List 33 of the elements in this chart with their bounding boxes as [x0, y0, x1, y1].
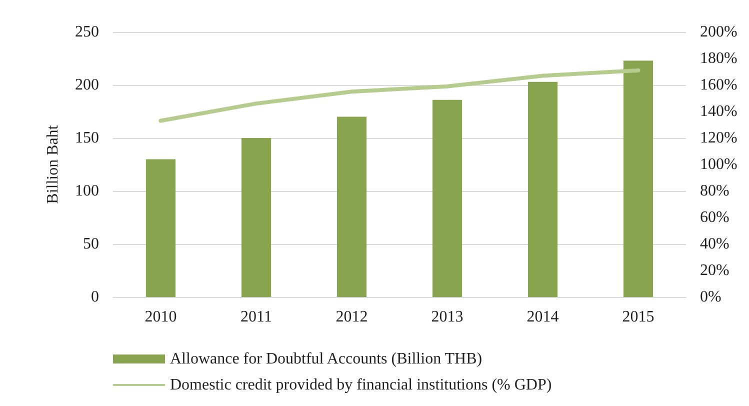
y2-tick-label: 140%: [700, 103, 738, 120]
legend-label: Allowance for Doubtful Accounts (Billion THB): [170, 350, 482, 368]
y2-tick-label: 100%: [700, 156, 738, 173]
y-tick-label: 200: [75, 76, 99, 94]
y-tick-label: 150: [75, 130, 99, 146]
bar: [528, 82, 558, 297]
bar: [146, 159, 176, 297]
bar: [336, 116, 367, 297]
y2-tick-label: 60%: [700, 209, 730, 226]
y2-tick-label: 180%: [700, 50, 738, 67]
y-axis-title: Billion Baht: [44, 124, 62, 204]
x-tick-label: 2011: [240, 308, 272, 326]
bar: [241, 138, 272, 297]
x-tick-label: 2013: [431, 308, 464, 326]
bar: [432, 100, 462, 297]
x-tick-label: 2012: [336, 308, 368, 326]
y2-tick-label: 0%: [700, 288, 722, 306]
y-tick-label: 250: [75, 24, 99, 40]
y2-tick-label: 160%: [700, 76, 738, 94]
y2-tick-label: 20%: [700, 262, 730, 279]
y-tick-label: 100: [75, 182, 99, 200]
y2-tick-label: 80%: [700, 182, 730, 200]
legend-label: Domestic credit provided by financial institutions (% GDP): [170, 376, 552, 394]
y-tick-label: 0: [91, 288, 99, 306]
y2-tick-label: 120%: [700, 130, 738, 146]
y2-tick-label: 200%: [700, 24, 738, 40]
bar: [623, 60, 654, 297]
x-tick-label: 2014: [526, 308, 559, 326]
y2-tick-label: 40%: [700, 236, 730, 252]
line-series: [158, 68, 640, 123]
x-tick-label: 2015: [622, 308, 654, 326]
y-tick-label: 50: [83, 236, 99, 252]
x-tick-label: 2010: [144, 308, 177, 326]
